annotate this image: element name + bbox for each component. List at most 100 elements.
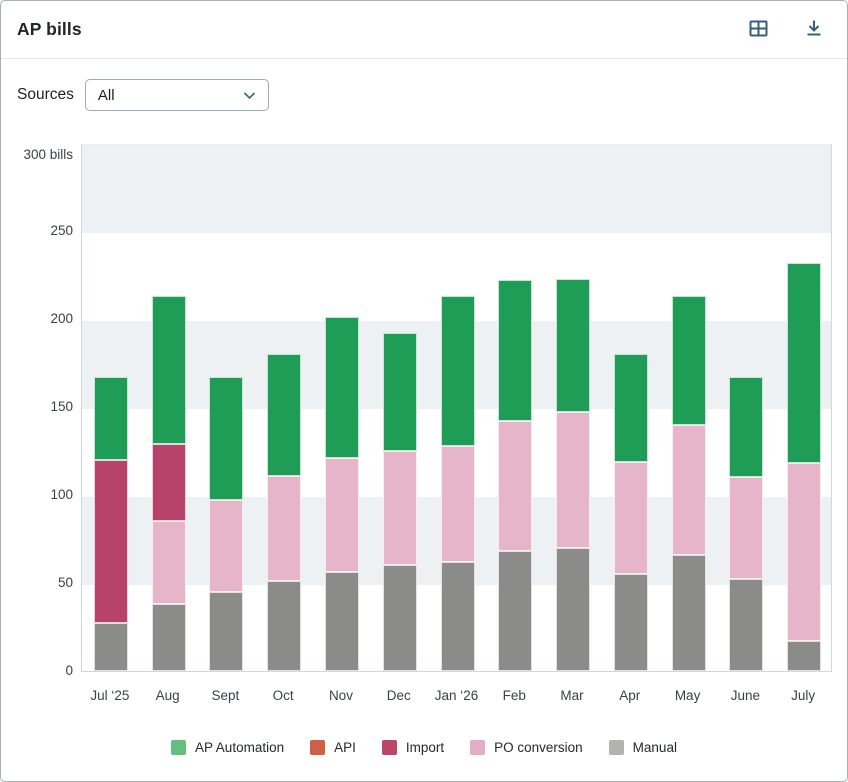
bar-feb	[498, 143, 533, 671]
grid-band	[82, 145, 831, 233]
bar-segment-ap-automation[interactable]	[729, 377, 764, 478]
y-axis-tick-label: 200	[50, 311, 73, 326]
bar-segment-ap-automation[interactable]	[267, 354, 302, 476]
sources-select[interactable]: All	[84, 79, 269, 111]
bar-segment-ap-automation[interactable]	[209, 377, 244, 501]
x-axis-tick-label: July	[791, 688, 816, 703]
bar-may	[671, 143, 706, 671]
y-axis-tick-label: 0	[65, 663, 73, 678]
x-axis-tick-label: Aug	[155, 688, 180, 703]
x-axis-tick-label: Sept	[211, 688, 240, 703]
filter-row: Sources All	[1, 59, 847, 111]
card-header: AP bills	[1, 1, 847, 59]
bar-segment-ap-automation[interactable]	[440, 296, 475, 446]
download-icon	[804, 18, 824, 41]
bar-jan-26	[440, 143, 475, 671]
legend-swatch	[470, 740, 486, 755]
bar-segment-po-conversion[interactable]	[324, 458, 359, 573]
legend-item-ap-automation[interactable]: AP Automation	[171, 740, 284, 755]
table-view-icon	[748, 18, 769, 42]
bar-segment-ap-automation[interactable]	[324, 317, 359, 459]
bar-segment-ap-automation[interactable]	[498, 280, 533, 422]
legend-label: API	[334, 740, 356, 755]
bar-segment-ap-automation[interactable]	[613, 354, 648, 462]
bar-segment-po-conversion[interactable]	[671, 424, 706, 555]
y-axis-tick-label: 150	[50, 399, 73, 414]
download-button[interactable]	[801, 17, 827, 43]
bar-segment-ap-automation[interactable]	[556, 278, 591, 413]
bar-segment-manual[interactable]	[498, 551, 533, 671]
x-axis-tick-label: Jan ‘26	[434, 688, 479, 703]
legend-item-import[interactable]: Import	[381, 740, 445, 755]
bar-segment-ap-automation[interactable]	[382, 333, 417, 451]
header-actions	[745, 17, 827, 43]
bar-segment-po-conversion[interactable]	[787, 463, 822, 642]
bar-segment-po-conversion[interactable]	[613, 461, 648, 575]
legend-swatch	[608, 740, 624, 755]
x-axis-tick-label: Jul ‘25	[90, 688, 130, 703]
x-axis-tick-label: Oct	[272, 688, 294, 703]
x-axis-tick-label: Mar	[560, 688, 584, 703]
bar-segment-po-conversion[interactable]	[209, 500, 244, 592]
y-axis-tick-label: 300 bills	[23, 147, 73, 162]
bar-segment-po-conversion[interactable]	[729, 477, 764, 580]
bar-segment-ap-automation[interactable]	[671, 296, 706, 425]
table-view-button[interactable]	[745, 17, 771, 43]
legend-swatch	[381, 740, 397, 755]
legend-swatch	[310, 740, 326, 755]
bar-segment-import[interactable]	[93, 459, 128, 624]
bar-segment-po-conversion[interactable]	[556, 412, 591, 548]
bar-segment-manual[interactable]	[209, 591, 244, 671]
bar-segment-import[interactable]	[151, 443, 186, 522]
bar-segment-po-conversion[interactable]	[498, 421, 533, 552]
legend-item-po-conversion[interactable]: PO conversion	[470, 740, 583, 755]
bar-apr	[613, 143, 648, 671]
bar-segment-ap-automation[interactable]	[787, 262, 822, 464]
bar-segment-po-conversion[interactable]	[440, 445, 475, 562]
x-axis-tick-label: Nov	[328, 688, 353, 703]
legend-label: PO conversion	[494, 740, 583, 755]
legend-item-manual[interactable]: Manual	[608, 740, 677, 755]
bar-segment-ap-automation[interactable]	[93, 377, 128, 460]
x-axis-tick-label: Dec	[386, 688, 411, 703]
bar-sept	[209, 143, 244, 671]
bar-segment-manual[interactable]	[787, 641, 822, 671]
bar-june	[729, 143, 764, 671]
y-axis-tick-label: 50	[57, 575, 73, 590]
bar-dec	[382, 143, 417, 671]
bar-segment-ap-automation[interactable]	[151, 296, 186, 444]
bar-segment-manual[interactable]	[671, 554, 706, 671]
plot-area	[81, 144, 832, 672]
y-axis-tick-label: 100	[50, 487, 73, 502]
chart-legend: AP Automation API Import PO conversion Manua…	[1, 740, 847, 755]
y-axis-tick-label: 250	[50, 223, 73, 238]
bar-segment-manual[interactable]	[556, 547, 591, 671]
legend-swatch	[171, 740, 187, 755]
bar-aug	[151, 143, 186, 671]
bar-july	[787, 143, 822, 671]
bar-segment-manual[interactable]	[93, 623, 128, 671]
x-axis-tick-label: May	[674, 688, 701, 703]
bar-segment-manual[interactable]	[267, 581, 302, 671]
page-title: AP bills	[17, 19, 82, 39]
bar-segment-manual[interactable]	[151, 604, 186, 671]
bar-segment-manual[interactable]	[729, 579, 764, 671]
legend-item-api[interactable]: API	[310, 740, 356, 755]
sources-select-value: All	[97, 86, 115, 104]
legend-label: Manual	[632, 740, 677, 755]
bar-nov	[324, 143, 359, 671]
legend-label: AP Automation	[195, 740, 285, 755]
bar-segment-po-conversion[interactable]	[267, 475, 302, 582]
bar-segment-po-conversion[interactable]	[382, 451, 417, 566]
bar-segment-manual[interactable]	[440, 561, 475, 671]
bar-segment-po-conversion[interactable]	[151, 521, 186, 605]
x-axis-tick-label: Apr	[619, 688, 641, 703]
bar-mar	[556, 143, 591, 671]
bar-segment-manual[interactable]	[324, 572, 359, 671]
legend-label: Import	[405, 740, 445, 755]
sources-label: Sources	[17, 86, 74, 103]
x-axis-tick-label: Feb	[502, 688, 526, 703]
bar-segment-manual[interactable]	[613, 574, 648, 671]
bar-segment-manual[interactable]	[382, 565, 417, 671]
